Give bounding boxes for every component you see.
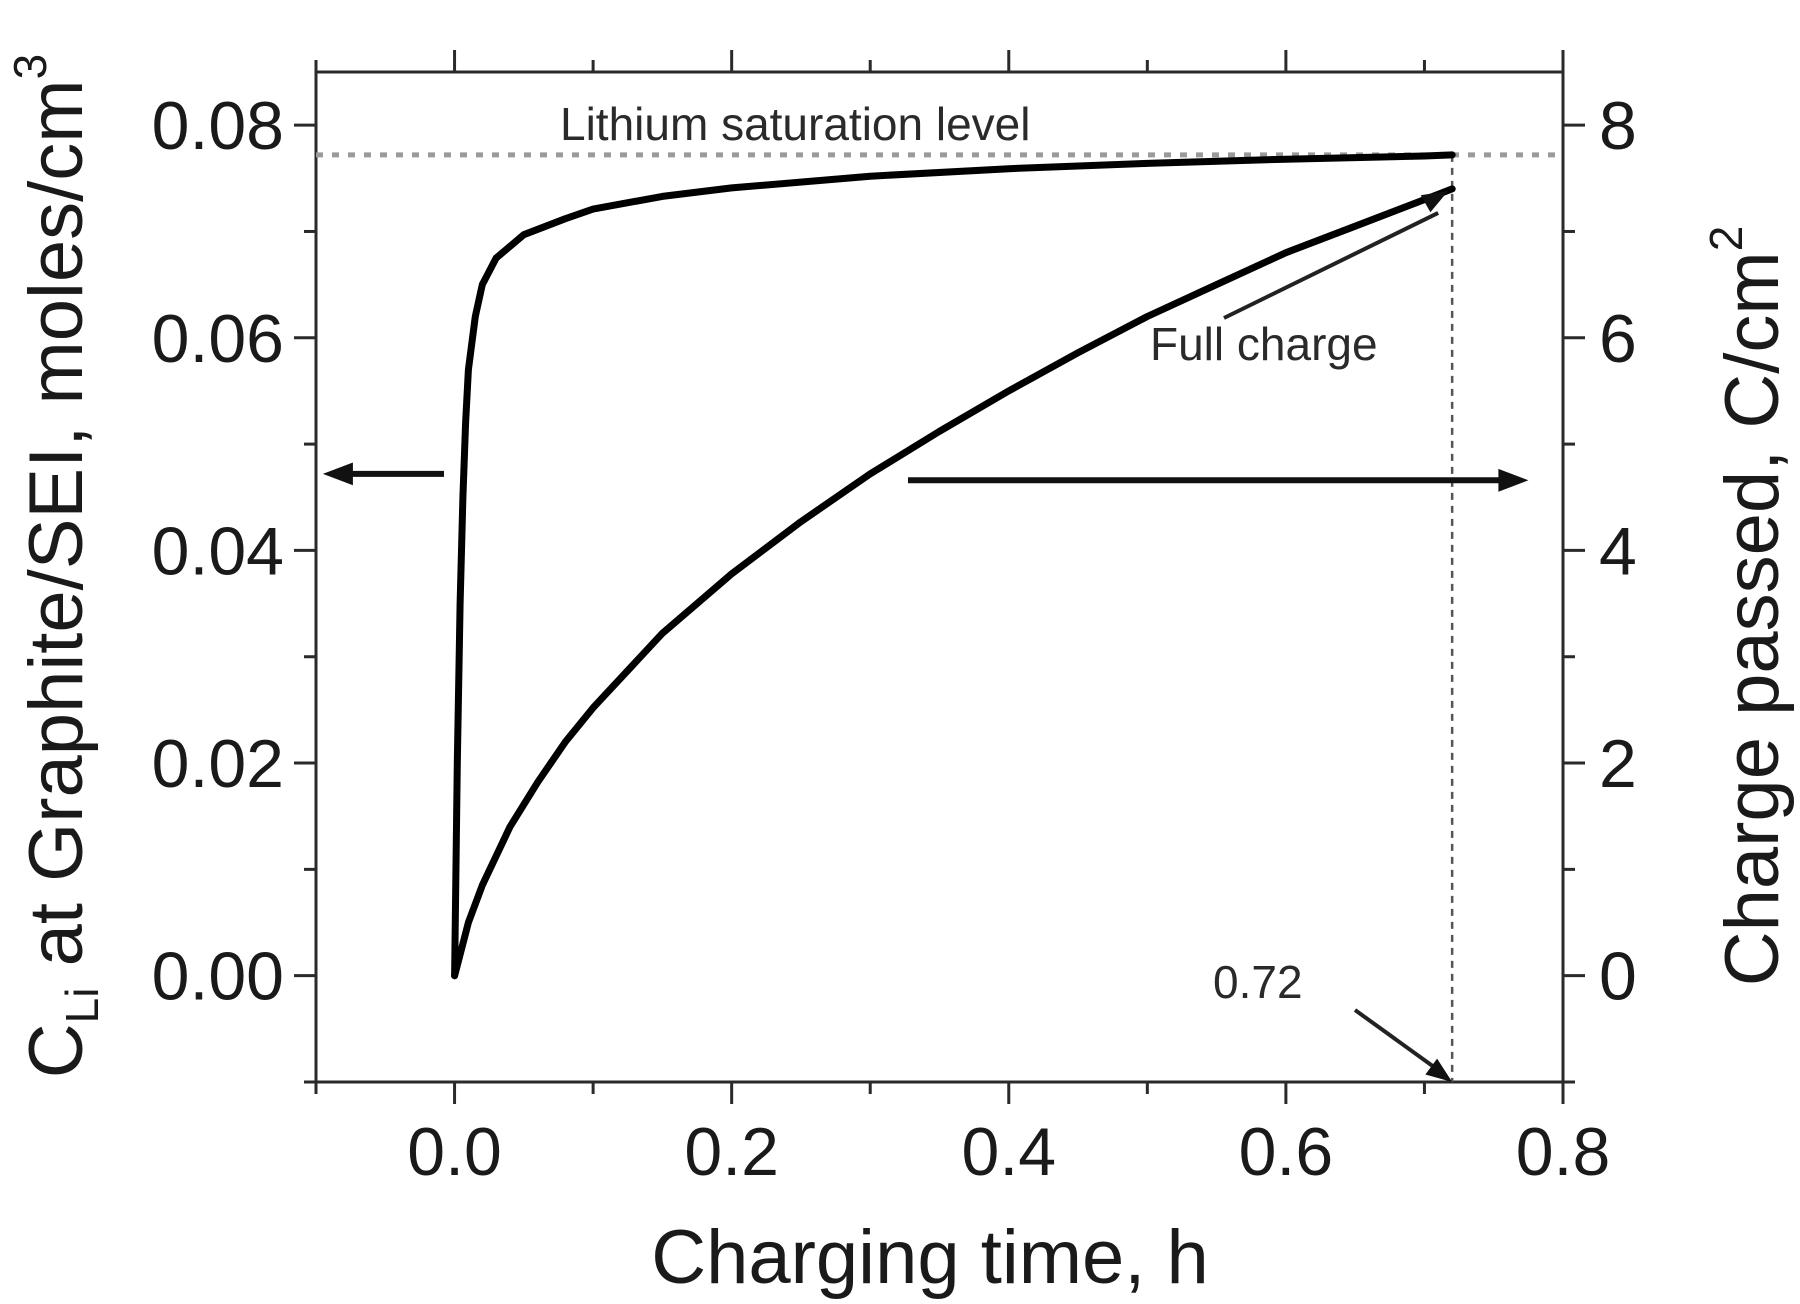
plot-frame xyxy=(314,70,1565,1084)
y-right-tick-label: 0 xyxy=(1599,939,1637,1015)
y-left-tick-label: 0.00 xyxy=(152,939,284,1015)
x-tick-label: 0.2 xyxy=(684,1114,779,1190)
annotation-arrows xyxy=(322,190,1529,1082)
y-left-tick-label: 0.08 xyxy=(152,88,284,164)
concentration-series-line xyxy=(451,151,1456,980)
left-axis-title-sup: 3 xyxy=(4,54,56,80)
left-axis-title: CLi at Graphite/SEI, moles/cm3 xyxy=(4,54,108,1078)
y-right-tick-label: 4 xyxy=(1599,513,1637,589)
y-right-tick-label: 8 xyxy=(1599,88,1637,164)
series-lines xyxy=(451,151,1456,980)
saturation-level-label: Lithium saturation level xyxy=(560,98,1030,150)
tick-labels: 0.0 0.2 0.4 0.6 0.8 0.00 0.02 0.04 0.06 0.08 0 2 4 6 8 xyxy=(152,88,1637,1190)
x-axis-title: Charging time, h xyxy=(651,1215,1209,1300)
y-right-tick-label: 6 xyxy=(1599,301,1637,377)
y-left-tick-label: 0.06 xyxy=(152,301,284,377)
left-axis-title-rest: at Graphite/SEI, moles/cm xyxy=(14,79,99,987)
right-axis-title-main: Charge passed, C/cm xyxy=(1710,251,1795,986)
full-charge-label: Full charge xyxy=(1150,318,1378,370)
y-left-tick-label: 0.02 xyxy=(152,726,284,802)
axis-ticks xyxy=(294,50,1585,1104)
full-charge-time-arrow-head xyxy=(1425,1058,1453,1082)
y-right-tick-label: 2 xyxy=(1599,726,1637,802)
x-tick-label: 0.6 xyxy=(1239,1114,1334,1190)
right-axis-arrow-head xyxy=(1498,468,1529,492)
left-axis-title-main: C xyxy=(14,1023,99,1078)
full-charge-arrow-head xyxy=(1420,190,1449,213)
plot-border xyxy=(314,70,1565,1084)
right-axis-title: Charge passed, C/cm2 xyxy=(1700,226,1795,987)
left-axis-title-sub: Li xyxy=(56,988,108,1024)
full-charge-time-arrow xyxy=(1353,1008,1440,1072)
full-charge-arrow xyxy=(1223,211,1440,320)
left-axis-arrow-head xyxy=(322,462,353,486)
charge-series-line xyxy=(451,185,1456,980)
guide-lines xyxy=(316,152,1563,1082)
x-tick-label: 0.0 xyxy=(407,1114,502,1190)
y-left-tick-label: 0.04 xyxy=(152,513,284,589)
right-axis-title-sup: 2 xyxy=(1700,226,1752,252)
full-charge-time-label: 0.72 xyxy=(1213,956,1303,1008)
x-tick-label: 0.4 xyxy=(962,1114,1057,1190)
x-tick-label: 0.8 xyxy=(1516,1114,1611,1190)
